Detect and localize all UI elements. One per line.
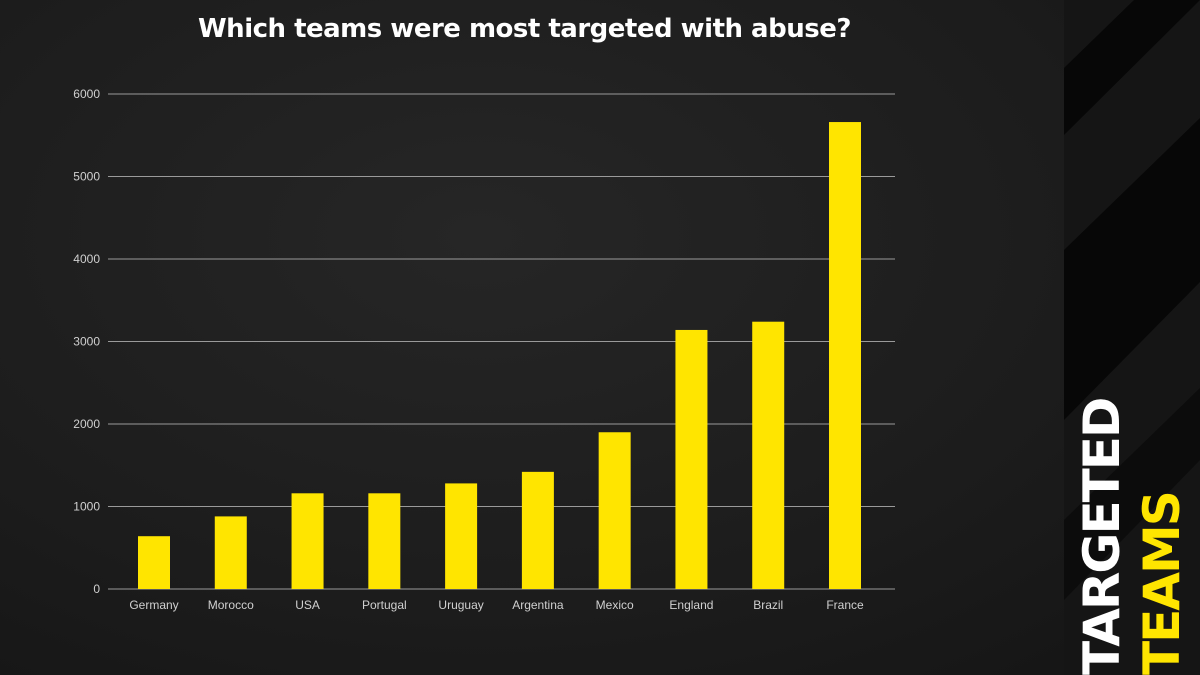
bar-uruguay — [445, 483, 478, 589]
bar-morocco — [214, 516, 247, 589]
x-tick-label: Brazil — [753, 598, 783, 612]
x-tick-label: France — [826, 598, 864, 612]
x-tick-label: Uruguay — [438, 598, 483, 612]
y-axis-ticks: 0 1000 2000 3000 4000 5000 6000 — [73, 87, 100, 596]
y-tick-label: 5000 — [73, 170, 100, 184]
side-banner-line1: TARGETED — [1073, 398, 1131, 675]
bar-mexico — [598, 432, 631, 589]
x-tick-label: England — [669, 598, 713, 612]
x-tick-label: Mexico — [596, 598, 634, 612]
bar-usa — [291, 493, 324, 589]
side-panel-stripes — [1064, 0, 1200, 675]
chart-title: Which teams were most targeted with abus… — [198, 14, 851, 44]
x-tick-label: USA — [295, 598, 320, 612]
x-tick-label: Argentina — [512, 598, 564, 612]
y-tick-label: 2000 — [73, 417, 100, 431]
x-tick-label: Germany — [129, 598, 178, 612]
y-tick-label: 3000 — [73, 335, 100, 349]
bar-england — [675, 329, 708, 589]
y-tick-label: 1000 — [73, 500, 100, 514]
side-banner-line2: TEAMS — [1133, 492, 1191, 675]
y-tick-label: 4000 — [73, 252, 100, 266]
bar-argentina — [521, 471, 554, 589]
bar-france — [829, 122, 861, 590]
x-axis-ticks: Germany Morocco USA Portugal Uruguay Argentin… — [129, 598, 864, 612]
y-tick-label: 0 — [93, 582, 100, 596]
x-tick-label: Morocco — [208, 598, 254, 612]
bar-germany — [138, 536, 170, 589]
bar-portugal — [368, 493, 401, 589]
y-tick-label: 6000 — [73, 87, 100, 101]
bar-chart: 0 1000 2000 3000 4000 5000 6000 Germany Morocco… — [73, 87, 895, 612]
side-banner-text: TARGETED TEAMS — [1072, 398, 1192, 675]
x-tick-label: Portugal — [362, 598, 407, 612]
bars — [138, 122, 861, 590]
bar-brazil — [752, 321, 785, 589]
